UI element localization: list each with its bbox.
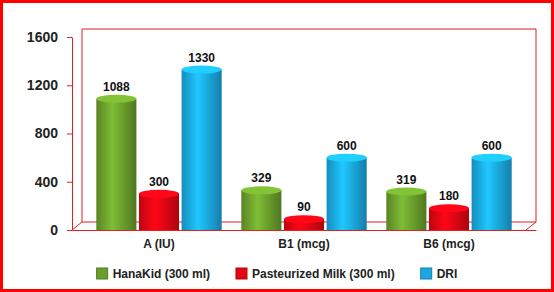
bar bbox=[182, 70, 222, 230]
bar-cap bbox=[472, 154, 512, 162]
x-tick: B6 (mcg) bbox=[423, 230, 474, 251]
y-axis-line bbox=[72, 38, 73, 231]
y-tick-mark bbox=[67, 85, 72, 86]
y-tick-label: 1600 bbox=[27, 29, 58, 45]
y-tick-label: 400 bbox=[35, 174, 59, 190]
bar-cap bbox=[139, 190, 179, 198]
bar-cap bbox=[327, 154, 367, 162]
bars bbox=[96, 66, 511, 230]
legend-swatch bbox=[236, 268, 247, 279]
x-tick: B1 (mcg) bbox=[278, 230, 329, 251]
y-tick-label: 1200 bbox=[27, 77, 58, 93]
bar bbox=[386, 192, 426, 230]
y-tick: 1200 bbox=[27, 77, 72, 93]
y-tick-mark bbox=[67, 134, 72, 135]
data-label: 600 bbox=[482, 139, 502, 153]
legend-swatch bbox=[97, 268, 108, 279]
y-tick-mark bbox=[67, 230, 72, 231]
plot-frame bbox=[72, 29, 536, 230]
legend-item: HanaKid (300 ml) bbox=[97, 267, 210, 281]
plot: 0 400 800 1200 1600 A (IU) B1 (mcg) B6 (mcg) 108… bbox=[27, 29, 537, 251]
legend: HanaKid (300 ml) Pasteurized Milk (300 ml… bbox=[97, 267, 458, 281]
x-tick: A (IU) bbox=[143, 230, 175, 251]
y-tick-mark bbox=[67, 182, 72, 183]
x-axis: A (IU) B1 (mcg) B6 (mcg) bbox=[73, 230, 537, 251]
bar bbox=[96, 99, 136, 230]
data-label: 90 bbox=[297, 200, 311, 214]
data-label: 1088 bbox=[103, 80, 130, 94]
legend-label: DRI bbox=[437, 267, 458, 281]
bar bbox=[327, 158, 367, 230]
legend-label: Pasteurized Milk (300 ml) bbox=[252, 267, 395, 281]
data-label: 319 bbox=[396, 173, 416, 187]
data-label: 1330 bbox=[188, 51, 215, 65]
x-axis-line bbox=[73, 230, 537, 231]
outer-border bbox=[2, 2, 553, 291]
data-label: 329 bbox=[251, 171, 271, 185]
bar-cap bbox=[96, 95, 136, 103]
x-tick-label: A (IU) bbox=[143, 237, 175, 251]
data-label: 180 bbox=[439, 189, 459, 203]
y-axis: 0 400 800 1200 1600 bbox=[27, 29, 73, 238]
y-tick: 0 bbox=[50, 222, 72, 238]
series bbox=[96, 95, 426, 230]
y-tick: 800 bbox=[35, 125, 72, 141]
x-tick-label: B6 (mcg) bbox=[423, 237, 474, 251]
data-label: 600 bbox=[337, 139, 357, 153]
data-label: 300 bbox=[149, 175, 169, 189]
legend-item: DRI bbox=[421, 267, 458, 281]
bar-cap bbox=[182, 66, 222, 74]
y-tick-label: 800 bbox=[35, 125, 59, 141]
legend-swatch bbox=[421, 268, 432, 279]
bar bbox=[241, 190, 281, 230]
bar bbox=[472, 158, 512, 230]
bar-cap bbox=[386, 188, 426, 196]
chart: 0 400 800 1200 1600 A (IU) B1 (mcg) B6 (mcg) 108… bbox=[0, 0, 554, 292]
bar-cap bbox=[284, 215, 324, 223]
bar bbox=[139, 194, 179, 230]
y-tick-label: 0 bbox=[50, 222, 58, 238]
bar-cap bbox=[429, 204, 469, 212]
data-labels: 1088 329 319 300 90 180 1330 600 600 bbox=[103, 51, 502, 215]
y-tick-mark bbox=[67, 37, 72, 38]
x-tick-label: B1 (mcg) bbox=[278, 237, 329, 251]
legend-item: Pasteurized Milk (300 ml) bbox=[236, 267, 395, 281]
series bbox=[182, 66, 512, 230]
y-tick: 1600 bbox=[27, 29, 72, 45]
bar-cap bbox=[241, 186, 281, 194]
y-tick: 400 bbox=[35, 174, 72, 190]
legend-label: HanaKid (300 ml) bbox=[113, 267, 210, 281]
